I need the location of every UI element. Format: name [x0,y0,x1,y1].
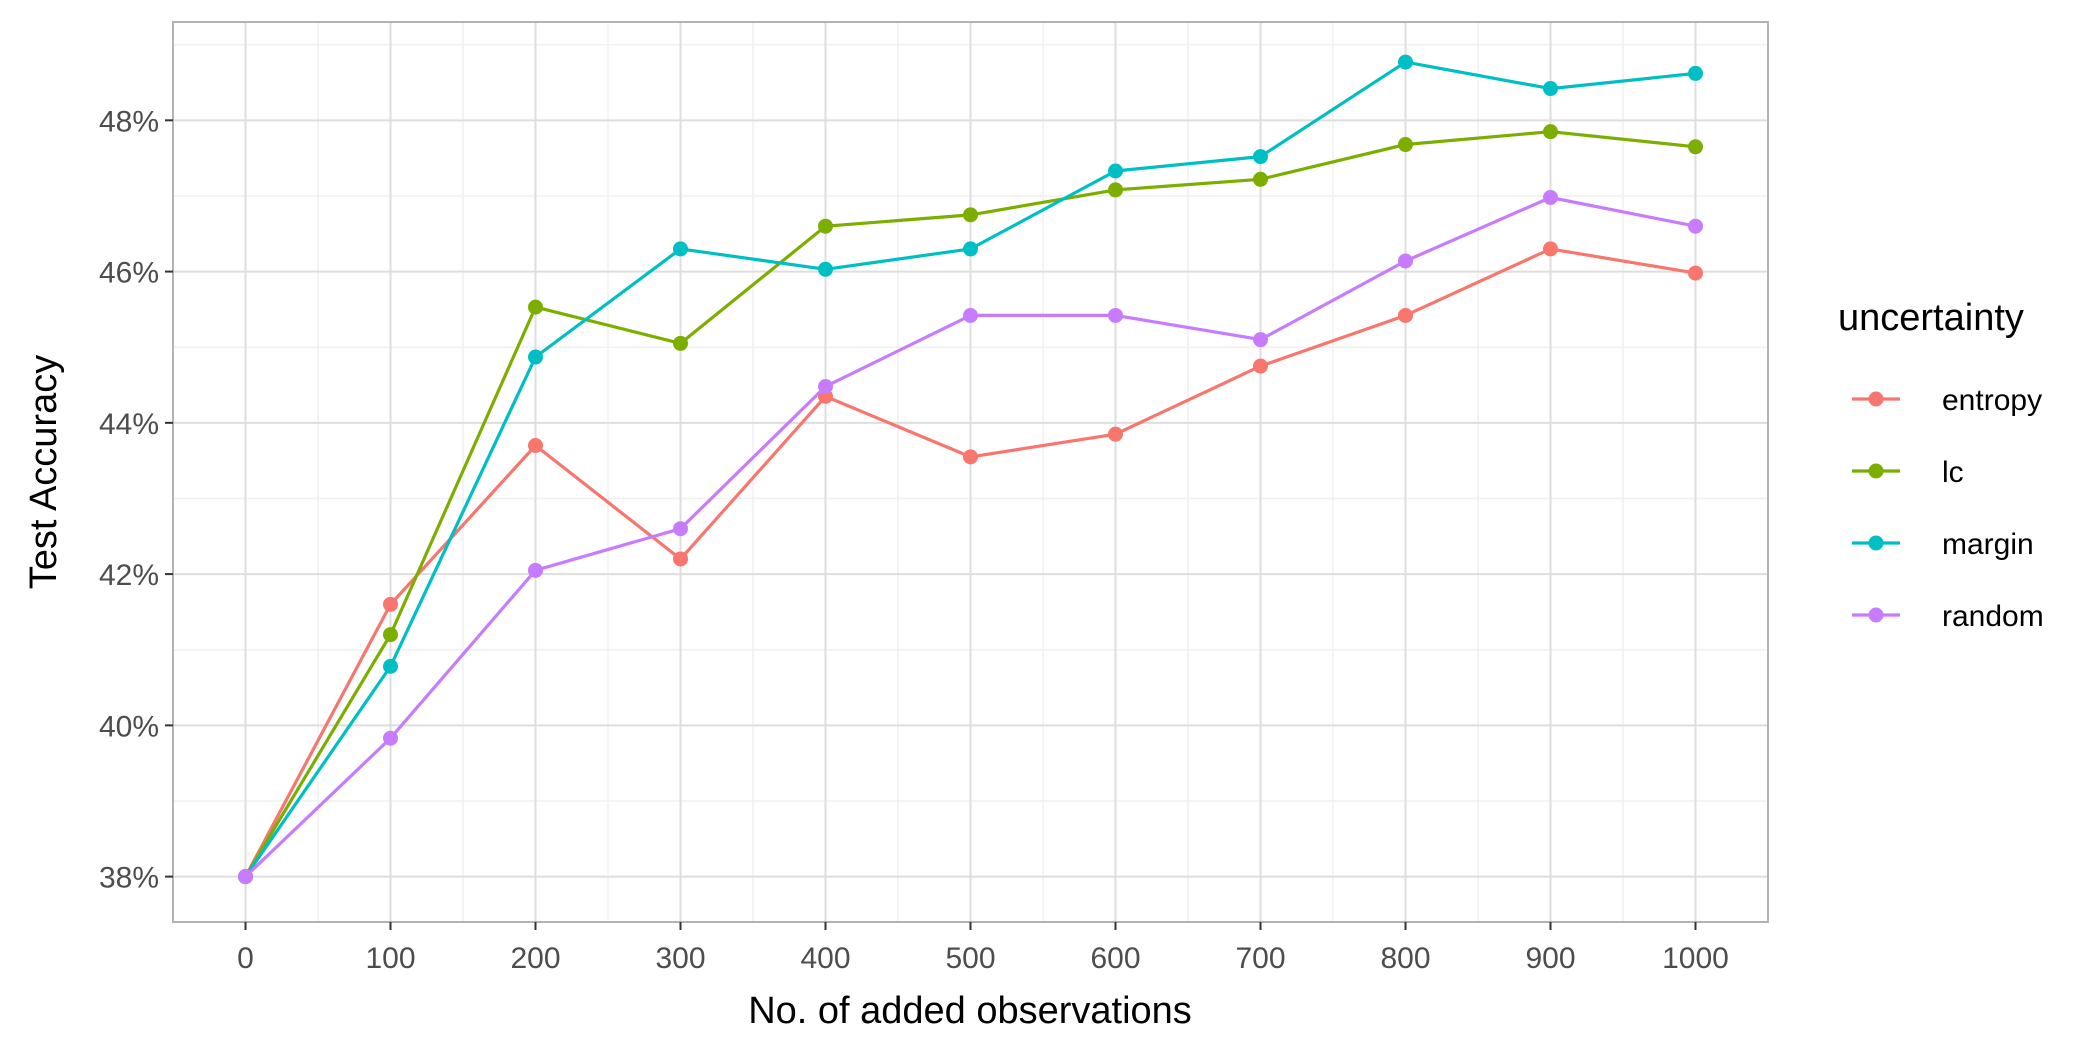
legend-label: entropy [1942,384,2042,417]
y-tick-label: 44% [99,408,159,441]
legend: uncertainty entropy lc margin random [1838,297,2044,633]
legend-item-entropy: entropy [1852,384,2042,417]
data-point-random [963,307,978,323]
data-point-lc [1543,124,1558,140]
x-tick-label: 500 [945,942,995,975]
data-point-lc [528,299,543,315]
legend-item-margin: margin [1852,528,2034,561]
data-point-margin [383,658,398,674]
legend-key-point [1868,391,1884,407]
data-point-margin [1543,81,1558,97]
data-point-random [238,869,253,885]
data-point-margin [528,349,543,365]
series-random [238,189,1703,885]
y-tick-label: 38% [99,862,159,895]
data-point-margin [818,261,833,277]
data-point-entropy [673,551,688,567]
data-point-entropy [963,449,978,465]
legend-title: uncertainty [1838,297,2024,339]
x-tick-label: 0 [237,942,254,975]
data-point-random [1108,307,1123,323]
data-point-lc [383,627,398,643]
x-tick-label: 700 [1235,942,1285,975]
y-tick-label: 40% [99,710,159,743]
data-point-lc [1398,137,1413,153]
legend-label: random [1942,600,2044,633]
y-tick-label: 46% [99,257,159,290]
data-point-entropy [1253,358,1268,374]
data-point-entropy [528,438,543,454]
data-point-random [673,521,688,537]
data-point-margin [1108,163,1123,179]
data-point-random [1543,189,1558,205]
x-tick-label: 300 [655,942,705,975]
x-tick-label: 1000 [1662,942,1729,975]
y-axis: 38% 40% 42% 44% 46% 48% [99,105,173,895]
data-point-margin [1688,65,1703,81]
legend-item-lc: lc [1852,456,1964,489]
legend-key-point [1868,607,1884,623]
y-tick-label: 42% [99,559,159,592]
data-point-margin [1398,54,1413,70]
x-axis-title: No. of added observations [748,990,1192,1032]
x-tick-label: 200 [510,942,560,975]
x-tick-label: 900 [1525,942,1575,975]
x-tick-label: 800 [1380,942,1430,975]
legend-key-point [1868,463,1884,479]
data-point-margin [1253,149,1268,165]
data-point-entropy [383,596,398,612]
data-point-entropy [1108,426,1123,442]
y-tick-label: 48% [99,105,159,138]
x-axis: 0 100 200 300 400 500 600 700 800 900 1000 [237,922,1729,975]
data-point-margin [963,241,978,257]
legend-key-point [1868,535,1884,551]
series-lc [238,124,1703,885]
data-point-entropy [1398,307,1413,323]
data-point-lc [1108,182,1123,198]
data-point-margin [673,241,688,257]
legend-label: lc [1942,456,1964,489]
x-tick-label: 400 [800,942,850,975]
data-point-random [1398,253,1413,269]
legend-item-random: random [1852,600,2044,633]
y-axis-title: Test Accuracy [23,355,65,589]
data-point-random [1253,332,1268,348]
legend-label: margin [1942,528,2034,561]
x-tick-label: 600 [1090,942,1140,975]
data-point-lc [673,335,688,351]
data-point-lc [963,207,978,223]
data-point-random [818,379,833,395]
data-point-entropy [1543,241,1558,257]
data-point-random [383,730,398,746]
x-tick-label: 100 [365,942,415,975]
data-point-random [528,562,543,578]
data-point-lc [1688,139,1703,155]
data-point-lc [818,218,833,234]
data-point-entropy [1688,265,1703,281]
data-point-random [1688,218,1703,234]
series-layer [238,54,1703,885]
data-point-lc [1253,171,1268,187]
